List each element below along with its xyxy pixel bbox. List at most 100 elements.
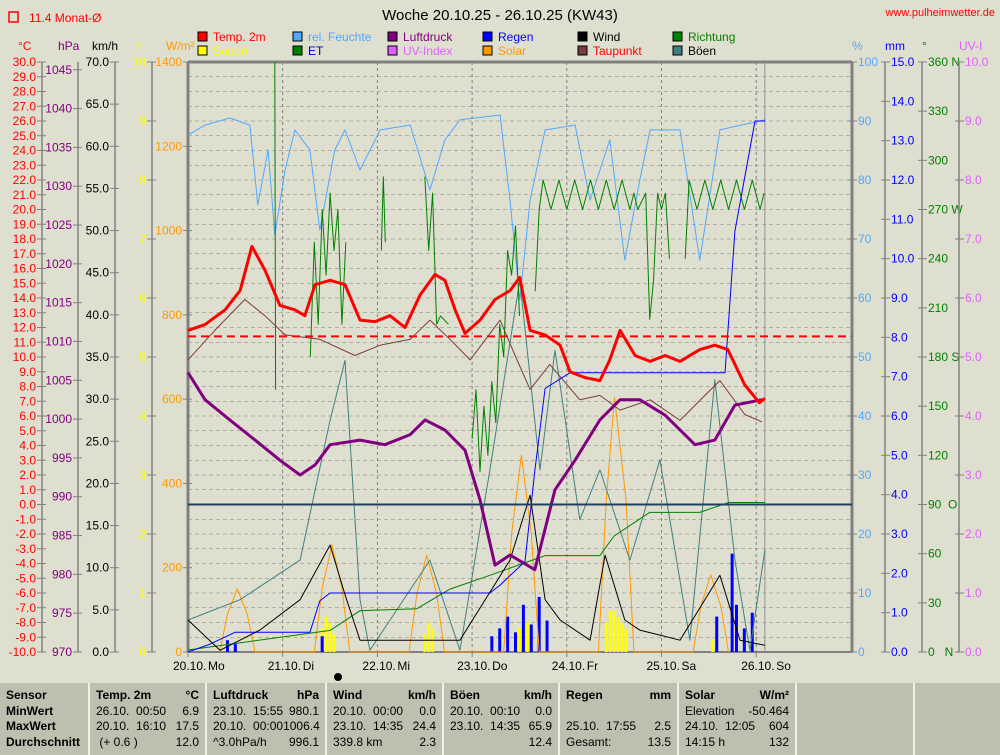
- x-tick-date: 22.10.: [362, 659, 395, 673]
- temp-tick-label: 1.0: [19, 483, 36, 497]
- stats-cell-row: 339.8 km 2.3: [333, 735, 436, 751]
- time-marker-icon: [334, 673, 342, 681]
- legend-swatch-10: [577, 45, 588, 56]
- stats-cell-value: 6.9: [182, 703, 199, 718]
- wind-direction-line: [309, 192, 347, 358]
- uv-tick-label: 6.0: [965, 291, 982, 305]
- dewpoint-line: [187, 299, 763, 423]
- row-label: MaxWert: [6, 719, 56, 733]
- stats-row-labels: Sensor MinWert MaxWert Durchschnitt: [0, 683, 88, 755]
- mm-tick-label: 10.0: [891, 252, 915, 266]
- monthly-average-icon: [8, 11, 19, 23]
- temp-axis-unit: °C: [18, 39, 32, 53]
- stats-cell-value: 13.5: [647, 734, 671, 749]
- hum-tick-label: 90: [858, 114, 872, 128]
- hum-tick-label: 100: [858, 55, 878, 69]
- solar-tick-label: 800: [162, 308, 182, 322]
- gust-line: [187, 279, 766, 651]
- temp-tick-label: 25.0: [13, 129, 37, 143]
- hpa-tick-label: 1005: [45, 373, 72, 387]
- legend-swatch-4: [577, 31, 588, 42]
- stats-cell-row: 23.10. 15:55 980.1: [213, 704, 319, 720]
- kmh-axis-unit: km/h: [92, 39, 118, 53]
- column-title: Luftdruck: [213, 688, 269, 702]
- solar-tick-label: 0: [175, 645, 182, 659]
- stats-cell-label: 20.10. 16:10: [96, 719, 167, 733]
- sunshine-bar: [332, 634, 336, 652]
- column-header: Böen km/h: [450, 688, 552, 704]
- stats-cell-row: 20.10. 16:10 17.5: [96, 719, 199, 735]
- stats-column: Solar W/m² Elevation -50.464 24.10. 12:05 604…: [677, 683, 795, 755]
- deg-tick-label: 240: [928, 252, 948, 266]
- legend-label: Luftdruck: [403, 30, 453, 44]
- solar-tick-label: 600: [162, 392, 182, 406]
- uv-tick-label: 8.0: [965, 173, 982, 187]
- stats-cell-value: 17.5: [175, 719, 199, 733]
- temp-tick-label: 3.0: [19, 453, 36, 467]
- legend-swatch-9: [482, 45, 493, 56]
- wind-direction-line: [424, 176, 449, 325]
- legend-label: Taupunkt: [593, 44, 642, 58]
- sun-tick-label: 3: [139, 468, 146, 482]
- sunshine-bar: [427, 622, 431, 652]
- hpa-tick-label: 1030: [45, 179, 72, 193]
- kmh-tick-label: 70.0: [86, 55, 110, 69]
- temp-tick-label: 13.0: [13, 306, 37, 320]
- x-tick-day: Di: [303, 659, 314, 673]
- uv-tick-label: 2.0: [965, 527, 982, 541]
- hum-tick-label: 0: [858, 645, 865, 659]
- rain-rate-bar: [320, 636, 324, 652]
- stats-cell-row: 25.10. 17:55 2.5: [566, 719, 671, 735]
- stats-cell-row: 26.10. 00:50 6.9: [96, 704, 199, 720]
- temp-tick-label: 18.0: [13, 232, 37, 246]
- kmh-tick-label: 40.0: [86, 308, 110, 322]
- deg-tick-label: 90 O: [928, 498, 957, 512]
- rain-rate-bar: [730, 553, 734, 652]
- chart-title: Woche 20.10.25 - 26.10.25 (KW43): [382, 7, 618, 24]
- stats-cell-label: 339.8 km: [333, 734, 383, 749]
- hpa-tick-label: 995: [52, 451, 72, 465]
- legend-label: Richtung: [688, 30, 735, 44]
- stats-empty-column: [913, 683, 1000, 755]
- stats-cell-label: Elevation: [685, 703, 735, 718]
- deg-tick-label: 180 S: [928, 350, 959, 364]
- legend-swatch-5: [672, 31, 683, 42]
- solar-tick-label: 1000: [155, 224, 182, 238]
- column-header: Regen mm: [566, 688, 671, 704]
- mm-tick-label: 1.0: [891, 606, 908, 620]
- kmh-tick-label: 20.0: [86, 476, 110, 490]
- temp-tick-label: -7.0: [15, 601, 36, 615]
- mm-tick-label: 14.0: [891, 94, 915, 108]
- stats-cell-row: Gesamt: 13.5: [566, 735, 671, 751]
- hpa-tick-label: 1045: [45, 63, 72, 77]
- x-tick-date: 24.10.: [552, 659, 585, 673]
- stats-empty-column: [795, 683, 913, 755]
- kmh-tick-label: 0.0: [92, 645, 109, 659]
- stats-cell-value: 12.4: [528, 734, 552, 749]
- deg-tick-label: 120: [928, 448, 948, 462]
- mm-tick-label: 15.0: [891, 55, 915, 69]
- wind-direction-line: [684, 179, 765, 259]
- kmh-tick-label: 5.0: [92, 603, 109, 617]
- stats-cell-row: 23.10. 14:35 65.9: [450, 719, 552, 735]
- stats-cell-row: 20.10. 00:00 1006.4: [213, 719, 320, 735]
- sun-tick-label: 0: [139, 645, 146, 659]
- hum-tick-label: 50: [858, 350, 872, 364]
- solar-tick-label: 200: [162, 561, 182, 575]
- rain-rate-bar: [498, 628, 502, 652]
- legend-label: Böen: [688, 44, 716, 58]
- kmh-tick-label: 35.0: [86, 350, 110, 364]
- rain-rate-bar: [506, 616, 510, 652]
- rain-rate-bar: [715, 616, 719, 652]
- website-link[interactable]: www.pulheimwetter.de: [885, 7, 995, 19]
- hpa-tick-label: 985: [52, 529, 72, 543]
- temp-tick-label: 7.0: [19, 394, 36, 408]
- solar-tick-label: 1400: [155, 55, 182, 69]
- stats-cell-label: 23.10. 14:35: [333, 719, 404, 733]
- x-tick-day: Mi: [397, 659, 410, 673]
- column-unit: W/m²: [759, 688, 789, 702]
- mm-tick-label: 0.0: [891, 645, 908, 659]
- stats-cell-value: 2.3: [419, 734, 436, 749]
- rain-rate-bar: [742, 628, 746, 652]
- wind-direction-line: [534, 179, 670, 320]
